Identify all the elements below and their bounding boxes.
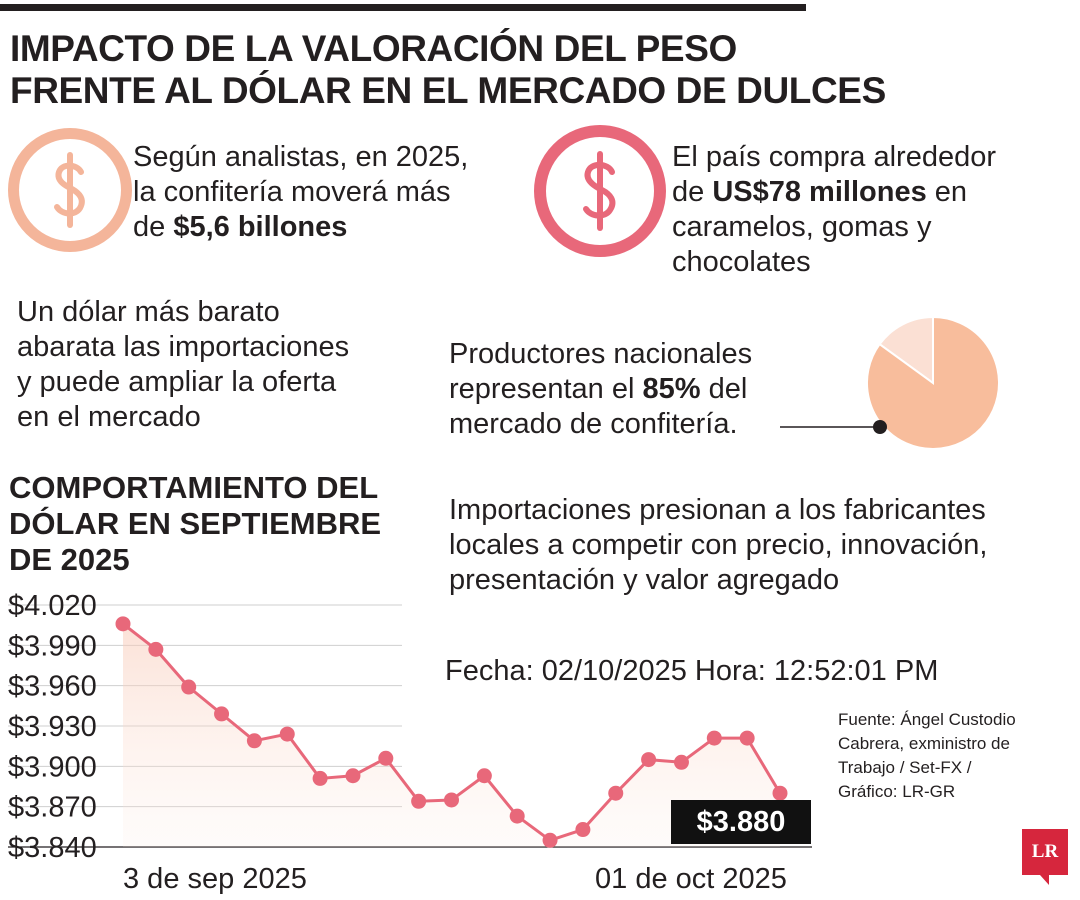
data-point: [214, 706, 230, 722]
y-tick-label: $3.990: [8, 630, 97, 662]
data-point: [181, 679, 197, 695]
stat-imports: El país compra alrededor de US$78 millon…: [672, 141, 996, 278]
data-point: [739, 730, 755, 746]
page-title: IMPACTO DE LA VALORACIÓN DEL PESO FRENTE…: [10, 28, 886, 111]
data-point: [641, 752, 657, 768]
source-note: Fuente: Ángel Custodio Cabrera, exminist…: [838, 710, 1016, 801]
data-point: [411, 793, 427, 809]
y-tick-label: $3.960: [8, 671, 97, 703]
pie-slice-imports: [878, 315, 934, 385]
data-point: [444, 792, 459, 808]
y-tick-label: $3.900: [8, 751, 97, 783]
date-value: 02/10/2025: [541, 655, 687, 687]
data-point: [772, 785, 788, 801]
data-point: [279, 726, 295, 742]
latest-value-badge: $3.880: [671, 800, 811, 844]
market-share-pie: [866, 315, 1000, 450]
data-point: [608, 785, 624, 801]
data-point: [542, 832, 558, 848]
data-point: [246, 733, 262, 749]
dollar-circle-icon: [534, 125, 666, 257]
stat-cheaper-dollar: Un dólar más barato abarata las importac…: [17, 296, 350, 433]
y-tick-label: $3.870: [8, 792, 97, 824]
y-tick-label: $4.020: [8, 590, 97, 622]
lr-logo: LR: [1022, 829, 1068, 875]
data-point: [476, 768, 492, 784]
date-label: Fecha:: [445, 655, 542, 687]
x-tick-label-last: 01 de oct 2025: [595, 863, 787, 895]
stat-import-pressure: Importaciones presionan a los fabricante…: [449, 494, 988, 596]
top-rule: [0, 4, 806, 11]
data-point: [509, 808, 525, 824]
dollar-line-chart: $4.020 $3.990 $3.960 $3.930 $3.900 $3.870 $3.8…: [8, 590, 812, 895]
data-point: [706, 730, 722, 746]
data-point: [575, 822, 591, 838]
dollar-circle-icon: [8, 128, 132, 252]
x-tick-label-first: 3 de sep 2025: [123, 863, 307, 895]
data-point: [345, 768, 361, 784]
stat-confectionery-size: Según analistas, en 2025, la confitería …: [133, 141, 469, 243]
stat-national-producers: Productores nacionales representan el 85…: [449, 338, 753, 440]
timestamp: Fecha: 02/10/2025 Hora: 12:52:01 PM: [445, 655, 938, 688]
chart-title: COMPORTAMIENTO DEL DÓLAR EN SEPTIEMBRE D…: [9, 470, 382, 577]
y-tick-label: $3.840: [8, 832, 97, 864]
data-point: [673, 754, 689, 770]
lr-logo-tail: [1040, 875, 1049, 885]
data-point: [312, 770, 328, 786]
data-point: [148, 641, 164, 657]
area-fill: [123, 623, 780, 847]
time-value: 12:52:01 PM: [773, 655, 939, 687]
pie-slice-national: [866, 315, 1000, 450]
data-point: [115, 616, 131, 632]
data-point: [378, 750, 394, 766]
time-label: Hora:: [686, 655, 774, 687]
pie-leader-line: [780, 420, 887, 434]
y-tick-label: $3.930: [8, 711, 97, 743]
